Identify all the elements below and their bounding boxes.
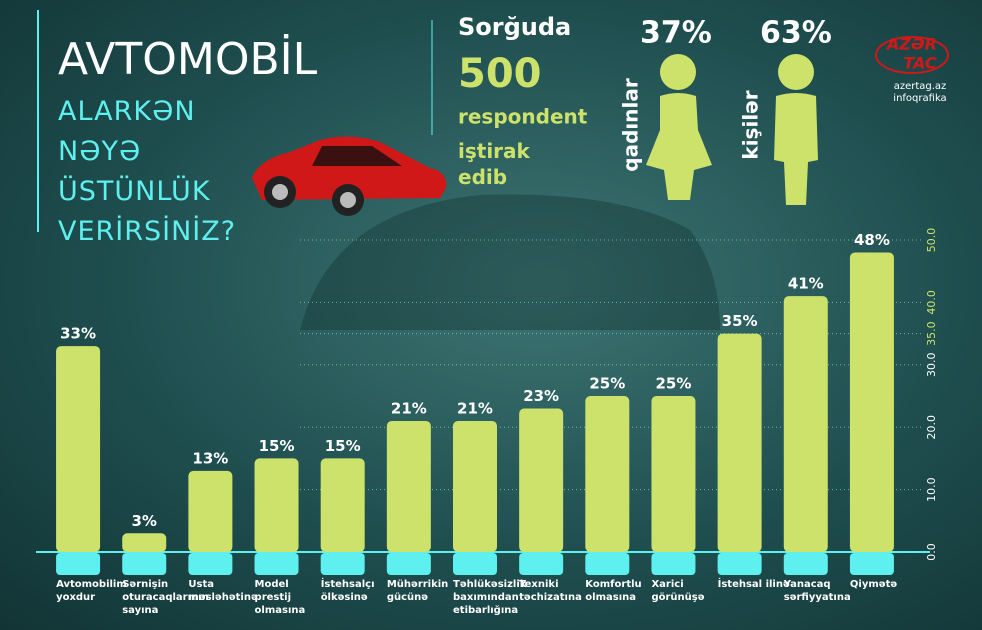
bar-base [849,553,894,575]
value-label: 3% [131,512,156,530]
value-label: 15% [259,437,295,455]
survey-text: Sorğuda [458,13,571,41]
survey-text: respondent [458,105,588,129]
bar-base [651,553,696,575]
bar [386,420,431,552]
women-percent: 37% [640,16,712,51]
bar-base [56,553,101,575]
bar-base [453,553,497,575]
x-tick-label: Komfortlu olmasına [585,579,642,603]
value-label: 33% [60,325,96,343]
bar [56,346,101,552]
bar-base [188,553,233,575]
bar [254,458,299,552]
y-tick-label: 0.0 [925,543,938,561]
y-tick-label: 30.0 [925,353,938,378]
value-label: 25% [589,375,625,393]
value-label: 23% [523,387,559,405]
x-tick-label: Avtomobilim yoxdur [56,579,127,603]
y-tick-label: 20.0 [925,415,938,440]
x-tick-label: Yanacaq sərfiyyatına [783,579,851,603]
logo-text: AZƏR [885,35,937,54]
logo: AZƏR TAC azertag.az infoqrafika [875,35,949,104]
value-label: 21% [391,399,427,417]
value-label: 41% [788,275,824,293]
subtitle: ALARKƏN NƏYƏ ÜSTÜNLÜK VERİRSİNİZ? [58,96,237,247]
logo-caption: infoqrafika [893,93,946,104]
bar-base [386,553,431,575]
y-tick-label: 50.0 [925,228,938,253]
x-tick-label: Usta məsləhətinə [188,579,258,603]
x-tick-label: Mühərrikin gücünə [386,579,449,603]
logo-text: TAC [903,54,937,73]
y-tick-label: 40.0 [925,290,938,315]
bar [519,408,564,552]
bar [717,333,762,552]
men-label: kişilər [739,90,763,159]
y-tick-label: 35.0 [925,321,938,346]
x-tick-label: Model prestij olmasına [254,579,306,616]
x-tick-label: Təhlükəsizlik baxımından etibarlığına [453,579,527,616]
value-label: 15% [325,437,361,455]
bar [585,396,630,552]
value-label: 25% [656,375,692,393]
man-icon [774,54,818,205]
value-label: 21% [457,399,493,417]
bar [122,533,167,552]
bar [651,396,696,552]
x-tick-label: İstehsalçı ölkəsinə [320,579,375,603]
bar [783,296,828,552]
bar-base [254,553,299,575]
bar-base [717,553,762,575]
bar [453,420,497,552]
men-percent: 63% [760,16,832,51]
survey-text: iştirak edib [458,139,530,189]
value-label: 13% [192,449,228,467]
survey-count: 500 [458,51,542,97]
women-label: qadınlar [619,78,643,172]
bar [188,470,233,552]
bar-base [320,553,365,575]
bar [849,252,894,553]
x-tick-label: Xarici görünüşə [651,579,705,603]
x-tick-label: Sərnişin oturacaqlarının sayına [122,579,209,616]
bar-base [519,553,564,575]
bar-base [783,553,828,575]
bar-base [585,553,630,575]
title: AVTOMOBİL [58,33,318,85]
logo-site: azertag.az [894,81,947,92]
x-tick-label: İstehsal ilinə [717,579,790,590]
y-tick-label: 10.0 [925,477,938,502]
car-illustration [252,136,447,216]
bg-car [300,194,720,330]
value-label: 48% [854,231,890,249]
woman-icon [646,54,712,200]
bar-base [122,553,167,575]
x-tick-label: Texniki təchizatına [519,579,582,603]
bar [320,458,365,552]
value-label: 35% [722,312,758,330]
x-tick-label: Qiymətə [849,579,898,590]
